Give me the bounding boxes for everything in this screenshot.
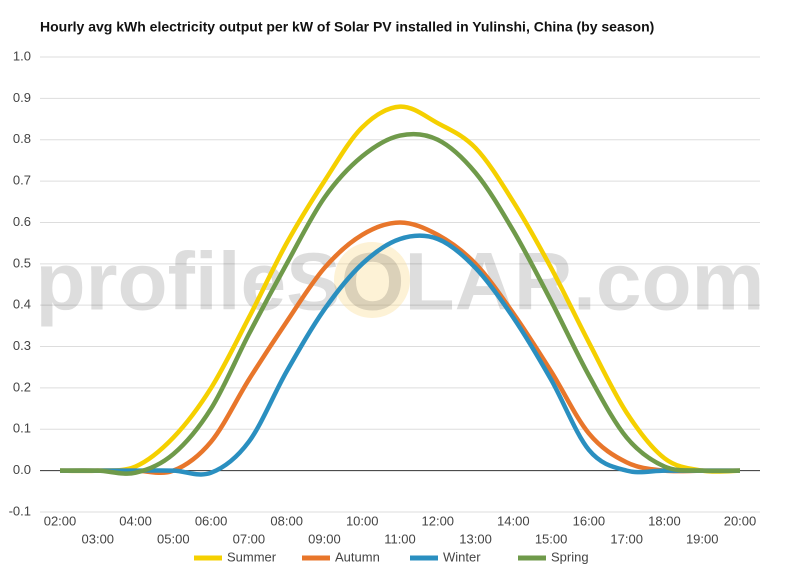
y-tick-label: 0.6 (13, 214, 31, 229)
x-tick-label: 07:00 (233, 531, 266, 546)
y-tick-label: 0.8 (13, 131, 31, 146)
x-tick-label: 14:00 (497, 513, 530, 528)
x-tick-label: 18:00 (648, 513, 681, 528)
watermark-sun (334, 242, 410, 318)
legend-label: Winter (443, 549, 481, 564)
y-tick-label: 0.4 (13, 297, 31, 312)
x-tick-label: 04:00 (119, 513, 152, 528)
y-tick-label: 0.0 (13, 462, 31, 477)
y-tick-label: 0.7 (13, 173, 31, 188)
x-tick-label: 09:00 (308, 531, 341, 546)
watermark: profileSOLAR.com (36, 237, 765, 328)
x-tick-label: 17:00 (610, 531, 643, 546)
y-tick-label: 1.0 (13, 48, 31, 63)
x-tick-label: 11:00 (384, 531, 416, 546)
x-tick-label: 20:00 (724, 513, 757, 528)
x-tick-label: 05:00 (157, 531, 190, 546)
y-tick-label: 0.9 (13, 90, 31, 105)
series-line (59, 131, 741, 476)
x-tick-label: 03:00 (82, 531, 115, 546)
series-line (59, 104, 741, 474)
x-tick-label: 10:00 (346, 513, 379, 528)
x-tick-label: 19:00 (686, 531, 719, 546)
chart-title: Hourly avg kWh electricity output per kW… (40, 19, 654, 35)
x-tick-label: 06:00 (195, 513, 228, 528)
x-tick-label: 12:00 (422, 513, 455, 528)
x-tick-label: 15:00 (535, 531, 568, 546)
x-tick-label: 02:00 (44, 513, 77, 528)
x-tick-label: 16:00 (573, 513, 606, 528)
series-line (59, 233, 740, 477)
legend-label: Spring (551, 549, 589, 564)
y-tick-label: -0.1 (9, 503, 31, 518)
y-tick-label: 0.1 (13, 421, 31, 436)
x-tick-label: 13:00 (459, 531, 492, 546)
legend-label: Autumn (335, 549, 380, 564)
watermark-group: profileSOLAR.com (36, 237, 765, 328)
x-tick-label: 08:00 (270, 513, 303, 528)
y-tick-label: 0.5 (13, 255, 31, 270)
legend-label: Summer (227, 549, 277, 564)
y-tick-label: 0.2 (13, 379, 31, 394)
y-tick-label: 0.3 (13, 338, 31, 353)
